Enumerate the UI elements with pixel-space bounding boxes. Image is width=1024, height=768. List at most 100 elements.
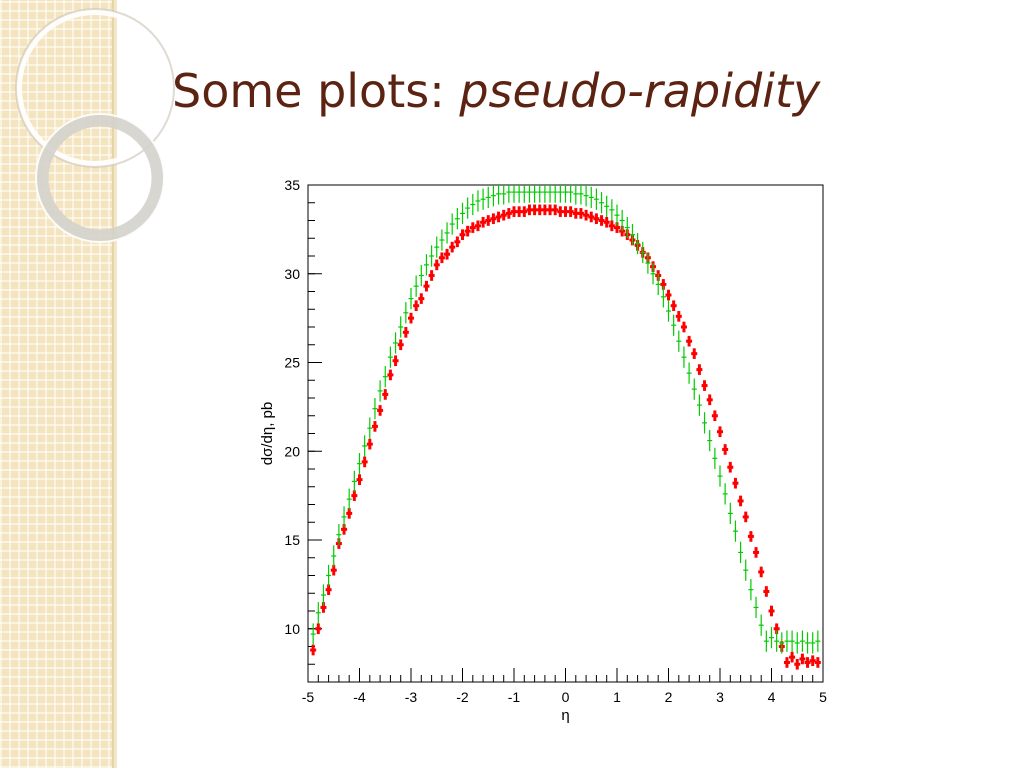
data-point-series-2 — [583, 185, 589, 207]
data-point-series-1 — [706, 394, 713, 406]
data-point-series-1 — [366, 438, 373, 450]
data-point-series-2 — [506, 185, 512, 203]
data-point-series-2 — [490, 185, 496, 207]
data-point-series-2 — [784, 630, 790, 652]
data-point-series-2 — [315, 602, 321, 624]
data-point-series-2 — [449, 213, 455, 235]
data-point-series-1 — [387, 369, 394, 381]
data-point-series-2 — [593, 188, 599, 210]
data-point-series-2 — [774, 630, 780, 652]
data-point-series-1 — [444, 248, 451, 260]
data-point-series-1 — [547, 204, 554, 216]
data-point-series-1 — [696, 364, 703, 375]
data-point-series-2 — [702, 412, 708, 434]
data-point-series-2 — [578, 185, 584, 205]
pseudo-rapidity-chart: -5 -4 -3 -2 -1 0 1 2 3 4 5 10 15 20 25 30 35 η dσ/dη, pb — [259, 177, 827, 724]
small-ring — [35, 113, 165, 243]
data-point-series-1 — [737, 495, 744, 507]
data-point-series-1 — [789, 651, 796, 663]
data-point-series-2 — [691, 378, 697, 400]
data-point-series-1 — [511, 206, 517, 217]
data-point-series-1 — [423, 280, 430, 292]
data-point-series-2 — [655, 273, 661, 296]
data-point-series-2 — [454, 208, 460, 230]
y-tick-label: 20 — [284, 443, 300, 459]
data-point-series-1 — [490, 213, 497, 225]
data-point-series-1 — [428, 270, 435, 281]
data-point-series-1 — [402, 327, 409, 338]
data-point-series-1 — [783, 657, 790, 668]
data-point-series-1 — [701, 380, 708, 391]
data-point-series-1 — [577, 208, 584, 219]
data-point-series-2 — [413, 275, 419, 297]
data-point-series-1 — [711, 410, 718, 422]
data-point-series-2 — [439, 229, 445, 251]
data-point-series-2 — [475, 190, 481, 212]
data-point-series-2 — [805, 632, 811, 654]
data-point-series-2 — [810, 632, 816, 654]
data-point-series-1 — [495, 211, 502, 223]
data-point-series-1 — [747, 531, 754, 542]
data-point-series-2 — [393, 332, 399, 354]
x-tick-label: -1 — [508, 689, 521, 705]
data-point-series-1 — [691, 348, 698, 359]
data-point-series-1 — [675, 311, 682, 322]
data-point-series-2 — [372, 398, 378, 420]
data-point-series-1 — [804, 657, 811, 668]
data-point-series-1 — [603, 216, 610, 228]
data-point-series-2 — [496, 185, 502, 205]
slide-title: Some plots: pseudo-rapidity — [172, 64, 820, 118]
data-point-series-1 — [588, 211, 595, 223]
data-point-series-2 — [727, 502, 733, 525]
data-point-series-1 — [371, 421, 378, 432]
data-point-series-1 — [670, 300, 677, 312]
data-point-series-2 — [619, 209, 625, 232]
data-point-series-2 — [532, 185, 538, 203]
data-point-series-2 — [666, 300, 671, 322]
data-point-series-1 — [356, 474, 363, 485]
data-point-series-1 — [768, 605, 775, 617]
y-tick-label: 15 — [284, 532, 300, 548]
data-point-series-1 — [325, 584, 332, 596]
data-point-series-2 — [557, 185, 563, 203]
data-point-series-1 — [557, 206, 564, 217]
large-ring-shadow — [15, 8, 175, 168]
data-point-series-1 — [686, 335, 693, 347]
data-point-series-2 — [753, 596, 759, 619]
data-point-series-2 — [429, 245, 435, 267]
data-point-series-2 — [573, 185, 579, 205]
data-point-series-2 — [346, 488, 352, 510]
data-point-series-2 — [681, 346, 687, 368]
data-point-series-2 — [763, 630, 769, 652]
data-point-series-2 — [794, 632, 800, 654]
plot-frame — [307, 184, 824, 683]
data-point-series-2 — [310, 623, 316, 645]
data-point-series-2 — [738, 541, 744, 564]
data-point-series-2 — [320, 584, 326, 606]
data-point-series-2 — [552, 185, 558, 203]
data-point-series-1 — [392, 355, 399, 367]
data-point-series-2 — [357, 453, 362, 475]
data-point-series-1 — [680, 321, 687, 333]
data-point-series-1 — [717, 426, 723, 438]
data-point-series-2 — [640, 241, 646, 264]
data-point-series-2 — [367, 417, 373, 439]
data-point-series-1 — [552, 204, 559, 216]
data-point-series-2 — [387, 346, 393, 368]
data-point-series-1 — [562, 206, 569, 217]
data-point-series-2 — [408, 287, 414, 310]
y-tick-label: 30 — [284, 266, 300, 282]
data-point-series-1 — [814, 657, 821, 668]
data-point-series-2 — [501, 185, 507, 205]
data-point-series-1 — [377, 405, 384, 416]
y-tick-label: 10 — [284, 621, 300, 637]
x-tick-label: -4 — [353, 689, 366, 705]
data-point-series-1 — [531, 204, 538, 216]
small-ring-highlight — [35, 113, 165, 243]
data-point-series-2 — [686, 362, 692, 384]
data-point-series-2 — [779, 632, 785, 654]
data-point-series-2 — [326, 564, 332, 587]
y-tick-label: 25 — [284, 355, 300, 371]
data-point-series-2 — [624, 216, 630, 239]
data-point-series-1 — [469, 222, 476, 233]
